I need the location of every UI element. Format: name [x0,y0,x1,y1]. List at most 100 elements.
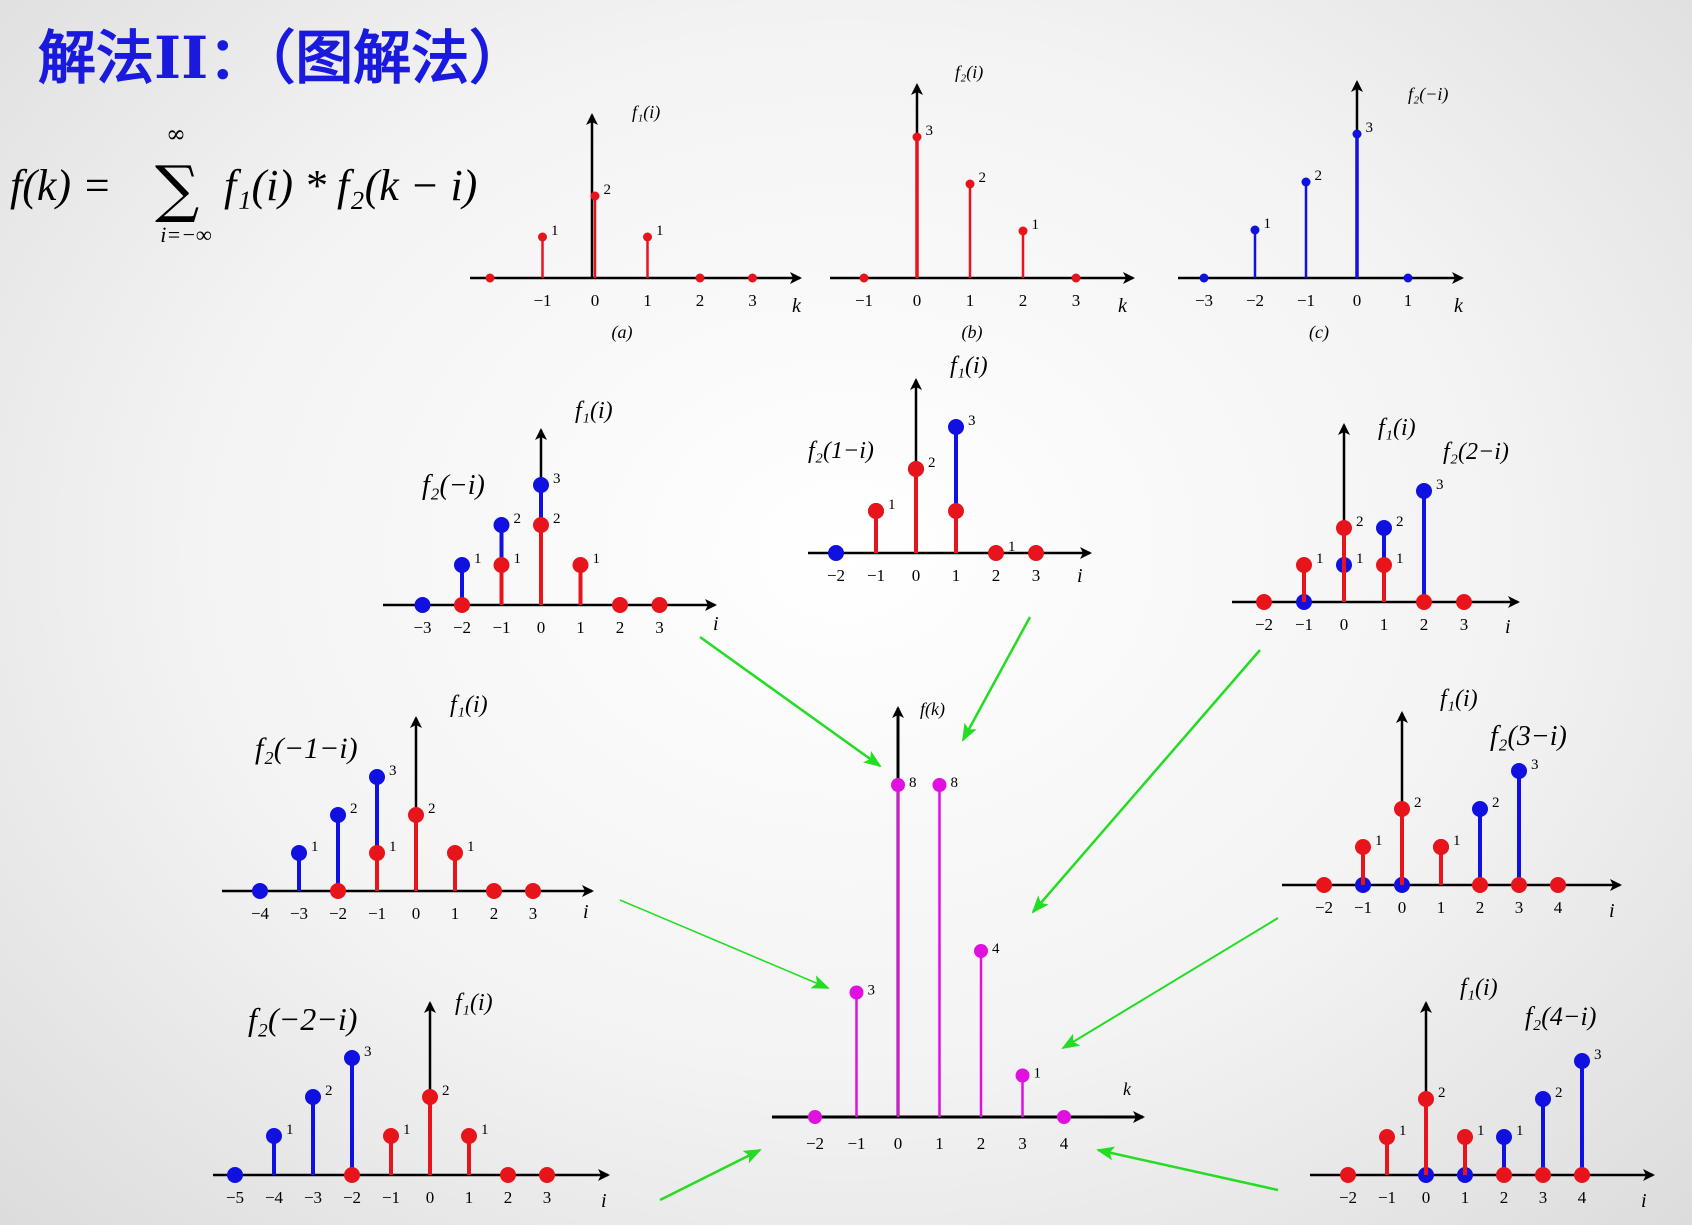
stem-marker [291,845,307,861]
shift-3: −2 −1 0 1 2 3 4 i f₁(i) f₂(3−i) 1 2 3 1 2 [1282,686,1622,922]
result-value-label: 8 [951,775,959,791]
stem-marker [1433,839,1449,855]
stem-marker [572,557,589,573]
stem-marker [1376,520,1392,536]
result-tick-label: 2 [977,1134,986,1153]
green-arrow [1096,1146,1279,1192]
stem-marker [305,1089,321,1105]
green-arrow [619,899,830,989]
axis-label: k [792,295,802,317]
value-label: 2 [553,511,561,527]
tick-label: −2 [343,1188,361,1207]
tick-label: −3 [413,618,431,637]
stem-marker [1355,839,1371,855]
panel-caption: (b) [962,322,983,343]
tick-label: −2 [1246,291,1264,310]
stem-marker [493,557,510,573]
axis-label: k [1454,295,1464,317]
tick-label: 2 [992,566,1001,585]
stem-marker [525,883,541,899]
value-label: 1 [888,497,896,513]
tick-label: 1 [465,1188,474,1207]
tick-label: 1 [952,566,961,585]
tick-label: −2 [1339,1188,1357,1207]
stem-marker [1418,1091,1434,1107]
tick-label: 0 [426,1188,435,1207]
panel-caption: (c) [1309,322,1329,343]
value-label: 2 [1356,514,1364,530]
function-label: f₁(i) [950,353,988,379]
green-arrow [961,616,1032,742]
shift-m2: −5 −4 −3 −2 −1 0 1 2 3 i f₁(i) f₂(−2−i) 1 2 3 1 2 1 [213,990,610,1212]
result-axis-label: k [1123,1079,1132,1099]
shifted-function-label: f₂(4−i) [1525,1002,1596,1031]
stem-marker [266,1128,282,1144]
axis-label: i [713,613,719,635]
tick-label: 0 [912,566,921,585]
result-stem-marker [891,778,905,792]
tick-label: −1 [867,566,885,585]
tick-label: 0 [1422,1188,1431,1207]
value-label: 3 [1531,757,1539,773]
stem-marker [538,232,547,242]
stem-marker [344,1050,360,1066]
axis-label: i [1077,565,1083,587]
tick-label: 2 [1019,291,1028,310]
stem-marker [500,1167,516,1183]
value-label: 2 [979,170,987,186]
stem-marker [1336,520,1352,536]
result-function-label: f(k) [920,699,945,720]
tick-label: −3 [290,904,308,923]
value-label: 2 [428,801,436,817]
green-arrow [659,1148,762,1202]
value-label: 2 [350,801,358,817]
value-label: 2 [514,511,522,527]
stem-marker [868,503,884,519]
value-label: 3 [1366,120,1374,136]
result-value-label: 3 [868,983,876,999]
stem-marker [1574,1167,1590,1183]
shift-m1: −4 −3 −2 −1 0 1 2 3 i f₁(i) f₂(−1−i) 1 2 3 1 2 1 [222,692,594,923]
tick-label: 0 [591,291,600,310]
formula-lhs: f(k) = [10,161,112,210]
green-arrow [1031,649,1261,914]
stem-marker [1199,273,1209,283]
function-label: f₁(i) [1378,415,1416,441]
green-arrow [1061,917,1279,1050]
stem-marker [1457,1129,1473,1145]
value-label: 1 [1375,833,1383,849]
shift-4: −2 −1 0 1 2 3 4 i f₁(i) f₂(4−i) 1 2 3 1 2 1 [1310,975,1655,1212]
stem-marker [1535,1091,1551,1107]
result-stem-marker [1015,1068,1030,1083]
formula-sum-symbol: ∑ [155,152,199,225]
value-label: 1 [1008,539,1016,555]
stem-marker [414,597,431,613]
tick-label: −2 [827,566,845,585]
stem-marker [1416,594,1432,610]
tick-label: 0 [1398,898,1407,917]
stem-marker [1256,594,1272,610]
result-tick-label: 3 [1018,1134,1027,1153]
tick-label: −4 [265,1188,284,1207]
stem-marker [227,1167,243,1183]
tick-label: 3 [543,1188,552,1207]
stem-marker [1511,877,1527,893]
tick-label: 0 [1353,291,1362,310]
stem-marker [1301,177,1311,187]
result-stem-marker [1057,1110,1071,1124]
stem-marker [748,273,757,283]
shifted-function-label: f₂(1−i) [808,438,874,464]
axis-label: i [601,1190,607,1212]
tick-label: 3 [748,291,757,310]
stem-marker [1296,557,1312,573]
result-stem-marker [932,778,947,792]
tick-label: 1 [1404,291,1413,310]
tick-label: −5 [226,1188,244,1207]
tick-label: 1 [1380,615,1389,634]
stem-marker [252,883,268,899]
value-label: 1 [474,551,482,567]
value-label: 1 [1032,217,1040,233]
value-label: 1 [403,1122,411,1138]
stem-marker [1456,594,1472,610]
tick-label: 2 [1476,898,1485,917]
